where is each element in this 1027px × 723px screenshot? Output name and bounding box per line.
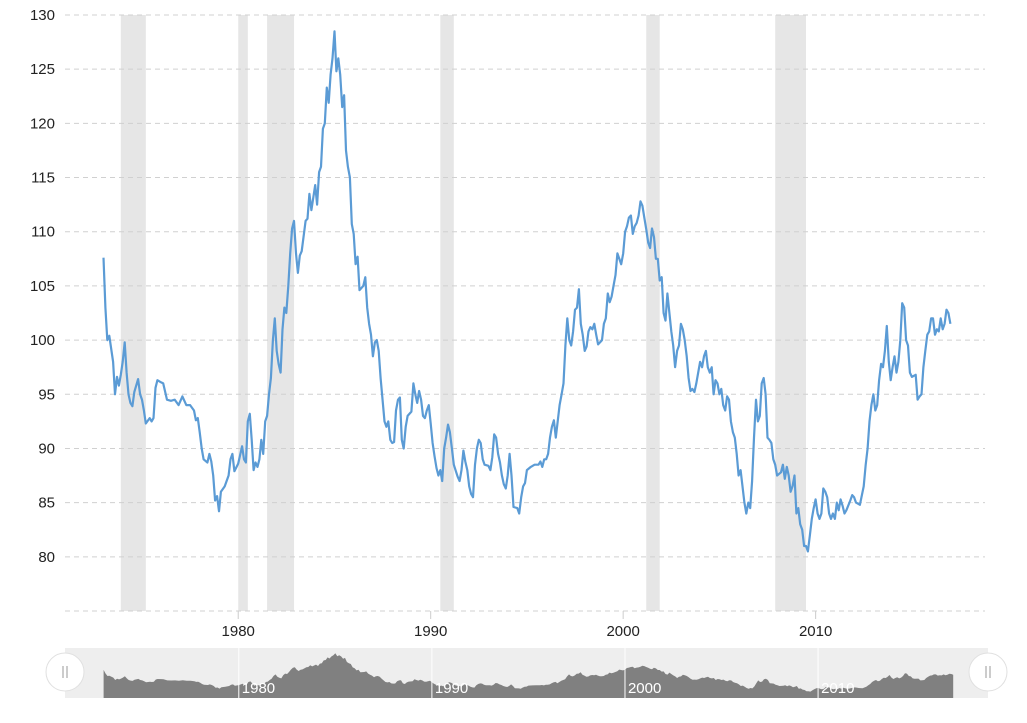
y-tick-label: 105 (30, 278, 55, 295)
y-tick-label: 85 (38, 495, 55, 512)
y-tick-label: 80 (38, 549, 55, 566)
y-tick-label: 125 (30, 61, 55, 78)
handle-circle[interactable] (45, 652, 85, 692)
navigator-area (103, 653, 954, 698)
grid-lines (65, 14, 985, 612)
y-tick-label: 110 (31, 224, 55, 241)
navigator-tick-label: 2000 (628, 680, 661, 697)
x-tick-label: 2010 (799, 623, 832, 640)
recession-bands (120, 15, 807, 611)
y-axis: 80 85 90 95 100 105 110 115 120 125 130 (30, 7, 55, 566)
recession-band (120, 15, 146, 611)
x-tick-label: 2000 (606, 623, 639, 640)
x-tick-label: 1990 (414, 623, 447, 640)
recession-band (440, 15, 454, 611)
navigator-tick-label: 1980 (242, 680, 275, 697)
navigator-handle-right[interactable] (968, 652, 1008, 692)
y-tick-label: 100 (30, 332, 55, 349)
series-line (102, 30, 952, 553)
y-tick-label: 95 (38, 386, 55, 403)
recession-band (238, 15, 248, 611)
x-tick-label: 1980 (222, 623, 255, 640)
navigator-handle-left[interactable] (45, 652, 85, 692)
recession-band (646, 15, 660, 611)
y-tick-label: 115 (31, 170, 55, 187)
recession-band (775, 15, 807, 611)
x-axis: 1980 1990 2000 2010 (222, 611, 832, 640)
navigator-tick-label: 2010 (821, 680, 854, 697)
handle-circle[interactable] (968, 652, 1008, 692)
recession-band (267, 15, 295, 611)
y-tick-label: 130 (30, 7, 55, 24)
y-tick-label: 90 (38, 440, 55, 457)
navigator-tick-label: 1990 (435, 680, 468, 697)
series (102, 30, 952, 553)
y-tick-label: 120 (30, 115, 55, 132)
navigator[interactable]: 1980 1990 2000 2010 (45, 648, 1008, 698)
